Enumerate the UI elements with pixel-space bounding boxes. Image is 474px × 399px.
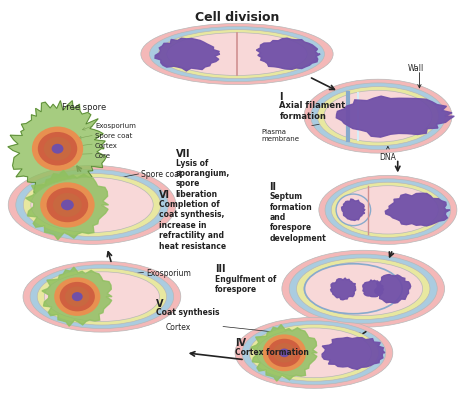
Text: Cell division: Cell division	[195, 11, 279, 24]
Text: Spore coat: Spore coat	[141, 170, 182, 180]
Polygon shape	[251, 325, 317, 381]
Text: Wall: Wall	[408, 64, 424, 73]
Ellipse shape	[282, 250, 445, 327]
Text: Free spore: Free spore	[63, 103, 107, 113]
Ellipse shape	[52, 144, 64, 154]
Ellipse shape	[268, 339, 301, 367]
Ellipse shape	[72, 292, 82, 301]
Text: Plasma
membrane: Plasma membrane	[262, 129, 300, 142]
Text: VII: VII	[176, 149, 191, 159]
Ellipse shape	[61, 200, 74, 210]
Polygon shape	[8, 101, 107, 198]
Ellipse shape	[289, 254, 437, 323]
Text: DNA: DNA	[379, 153, 396, 162]
Text: Exosporium: Exosporium	[146, 269, 191, 278]
Text: IV: IV	[235, 338, 246, 348]
Text: VI: VI	[159, 190, 170, 200]
Ellipse shape	[249, 324, 379, 381]
Text: Spore coat: Spore coat	[95, 133, 132, 139]
Ellipse shape	[242, 321, 386, 385]
Polygon shape	[375, 275, 410, 303]
Ellipse shape	[325, 179, 451, 241]
Text: Exosporium: Exosporium	[95, 123, 136, 129]
Ellipse shape	[235, 317, 393, 388]
Ellipse shape	[319, 175, 457, 244]
Ellipse shape	[256, 328, 372, 378]
Polygon shape	[336, 96, 454, 137]
Text: V: V	[156, 298, 164, 308]
Polygon shape	[42, 267, 112, 326]
Ellipse shape	[167, 33, 307, 75]
Text: I: I	[279, 91, 283, 101]
Polygon shape	[363, 280, 383, 297]
Text: Completion of
coat synthesis,
increase in
refractility and
heat resistance: Completion of coat synthesis, increase i…	[159, 200, 226, 251]
Text: Engulfment of
forespore: Engulfment of forespore	[215, 275, 277, 294]
Ellipse shape	[23, 174, 161, 237]
Ellipse shape	[336, 194, 371, 225]
Ellipse shape	[318, 87, 438, 146]
Text: II: II	[270, 182, 276, 192]
Ellipse shape	[46, 188, 88, 222]
Ellipse shape	[324, 90, 432, 142]
Polygon shape	[322, 338, 385, 369]
Text: III: III	[215, 264, 226, 274]
Polygon shape	[155, 38, 220, 71]
Ellipse shape	[44, 137, 72, 160]
Ellipse shape	[53, 193, 82, 217]
Ellipse shape	[8, 166, 176, 244]
Ellipse shape	[16, 170, 168, 241]
Ellipse shape	[297, 258, 430, 320]
Ellipse shape	[311, 83, 445, 150]
Ellipse shape	[304, 79, 452, 153]
Ellipse shape	[65, 286, 90, 307]
Polygon shape	[330, 278, 356, 300]
Ellipse shape	[305, 264, 402, 314]
Ellipse shape	[37, 268, 166, 325]
Ellipse shape	[273, 343, 296, 363]
Ellipse shape	[23, 261, 181, 332]
Ellipse shape	[263, 334, 306, 371]
Polygon shape	[26, 170, 109, 240]
Ellipse shape	[304, 262, 423, 316]
Text: Lysis of
sporangium,
spore
liberation: Lysis of sporangium, spore liberation	[176, 158, 230, 199]
Ellipse shape	[337, 186, 438, 234]
Ellipse shape	[60, 282, 95, 311]
Text: Core: Core	[95, 153, 111, 159]
Ellipse shape	[32, 126, 83, 171]
Ellipse shape	[279, 348, 290, 357]
Text: Coat synthesis: Coat synthesis	[156, 308, 219, 318]
Ellipse shape	[30, 265, 173, 329]
Ellipse shape	[149, 27, 325, 81]
Ellipse shape	[45, 272, 159, 322]
Ellipse shape	[40, 182, 95, 227]
Text: Septum
formation
and
forespore
development: Septum formation and forespore developme…	[270, 192, 326, 243]
Ellipse shape	[331, 182, 445, 237]
Polygon shape	[342, 199, 365, 220]
Polygon shape	[256, 38, 320, 69]
Ellipse shape	[158, 30, 316, 79]
Text: Cortex: Cortex	[95, 143, 118, 149]
Polygon shape	[385, 193, 450, 226]
Ellipse shape	[38, 132, 77, 166]
Text: Axial filament
formation: Axial filament formation	[279, 101, 346, 121]
Ellipse shape	[141, 24, 333, 85]
Ellipse shape	[31, 177, 153, 233]
Ellipse shape	[54, 277, 100, 316]
Text: Cortex formation: Cortex formation	[235, 348, 309, 357]
Text: Cortex: Cortex	[166, 323, 191, 332]
